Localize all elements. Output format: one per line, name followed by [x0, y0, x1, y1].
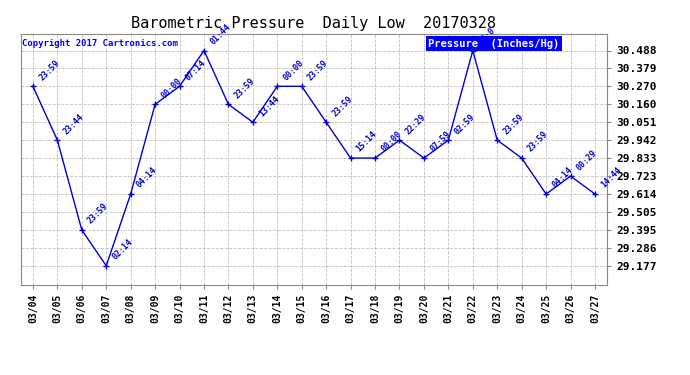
Text: 23:59: 23:59	[331, 94, 355, 118]
Text: 04:14: 04:14	[135, 166, 159, 190]
Text: 13:44: 13:44	[257, 94, 281, 118]
Text: 23:59: 23:59	[37, 58, 61, 82]
Text: 01:44: 01:44	[208, 22, 233, 46]
Text: 23:59: 23:59	[502, 112, 526, 136]
Text: Copyright 2017 Cartronics.com: Copyright 2017 Cartronics.com	[22, 39, 178, 48]
Text: 00:00: 00:00	[159, 76, 184, 100]
Title: Barometric Pressure  Daily Low  20170328: Barometric Pressure Daily Low 20170328	[132, 16, 496, 31]
Text: 23:59: 23:59	[233, 76, 257, 100]
Text: 23:59: 23:59	[306, 58, 330, 82]
Text: 00:00: 00:00	[380, 130, 403, 154]
Text: 07:59: 07:59	[428, 130, 452, 154]
Text: 15:14: 15:14	[355, 130, 379, 154]
Text: 23:59: 23:59	[86, 202, 110, 226]
Text: 02:59: 02:59	[453, 112, 477, 136]
Text: 04:14: 04:14	[550, 166, 574, 190]
Text: Pressure  (Inches/Hg): Pressure (Inches/Hg)	[428, 39, 560, 49]
Text: 00:0: 00:0	[477, 26, 497, 46]
Text: 22:29: 22:29	[404, 112, 428, 136]
Text: 00:00: 00:00	[282, 58, 306, 82]
Text: 14:44: 14:44	[599, 166, 623, 190]
Text: 23:44: 23:44	[61, 112, 86, 136]
Text: 07:14: 07:14	[184, 58, 208, 82]
Text: 00:29: 00:29	[575, 148, 599, 172]
Text: 23:59: 23:59	[526, 130, 550, 154]
Text: 02:14: 02:14	[110, 238, 135, 262]
